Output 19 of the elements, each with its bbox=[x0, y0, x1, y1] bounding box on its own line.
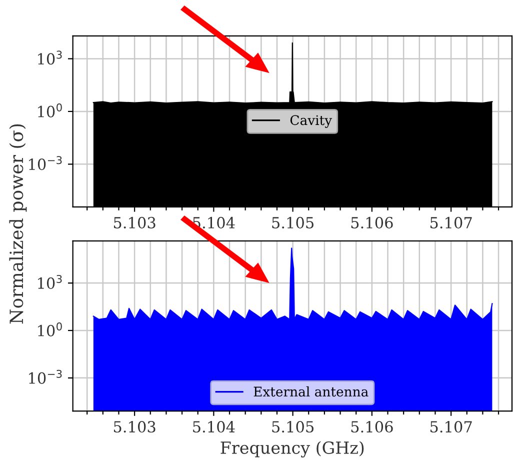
y-tick-label: 10$^{−3}$ bbox=[29, 156, 62, 170]
x-tick-label: 5.107 bbox=[430, 421, 472, 433]
y-tick-label: 10$^{0}$ bbox=[38, 322, 62, 336]
y-tick-label: 10$^{3}$ bbox=[38, 274, 62, 289]
x-tick-label: 5.105 bbox=[272, 421, 314, 433]
x-tick-label: 5.105 bbox=[272, 216, 314, 228]
legend-label: External antenna bbox=[254, 386, 368, 397]
x-tick-label: 5.103 bbox=[114, 216, 156, 228]
x-tick-label: 5.106 bbox=[351, 216, 393, 228]
x-tick-label: 5.107 bbox=[430, 216, 472, 228]
y-tick-label: 10$^{−3}$ bbox=[29, 370, 62, 384]
x-tick-label: 5.103 bbox=[114, 421, 156, 433]
legend-label: Cavity bbox=[290, 115, 332, 128]
x-tick-label: 5.106 bbox=[351, 421, 393, 433]
x-tick-label: 5.104 bbox=[193, 421, 235, 433]
x-axis-title: Frequency (GHz) bbox=[220, 441, 364, 458]
y-tick-label: 10$^{0}$ bbox=[38, 103, 62, 118]
y-tick-label: 10$^{3}$ bbox=[38, 50, 62, 65]
y-axis-title: Normalized power (σ) bbox=[9, 124, 27, 324]
